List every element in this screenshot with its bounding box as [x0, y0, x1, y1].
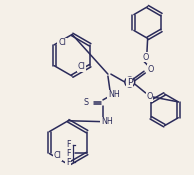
- Text: S: S: [83, 98, 89, 107]
- Text: NH: NH: [108, 90, 120, 99]
- Text: F: F: [66, 149, 70, 158]
- Text: O: O: [146, 92, 153, 102]
- Text: P: P: [127, 78, 133, 87]
- Text: Cl: Cl: [58, 38, 66, 47]
- Text: O: O: [142, 53, 149, 62]
- Text: Cl: Cl: [53, 151, 61, 160]
- Text: NH: NH: [101, 117, 113, 126]
- Text: Cl: Cl: [77, 62, 85, 71]
- Text: F: F: [66, 158, 70, 167]
- Text: F: F: [66, 140, 70, 149]
- Text: O: O: [147, 65, 154, 74]
